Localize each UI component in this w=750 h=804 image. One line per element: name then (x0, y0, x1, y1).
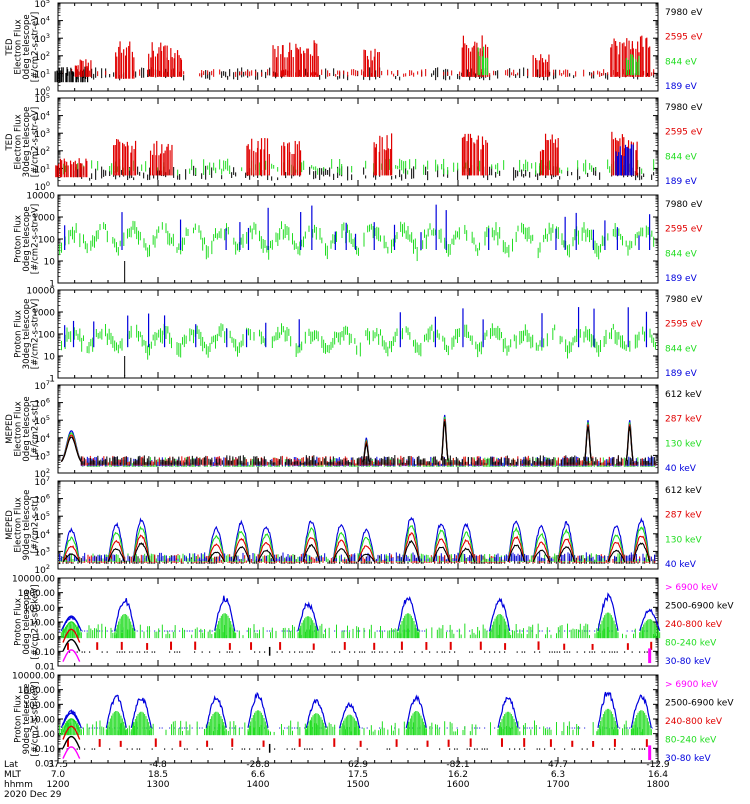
legend-entry: 2595 eV (665, 33, 703, 43)
y-tick-label: 107 (34, 379, 50, 392)
y-tick-label: 10 (44, 258, 56, 268)
legend-entry: 2595 eV (665, 128, 703, 138)
panel-frame (58, 3, 658, 91)
y-axis-title-line: [#/cm2-s-str-eV] (31, 204, 41, 274)
legend-entry: 7980 eV (665, 103, 703, 113)
legend-entry: 40 keV (665, 560, 697, 570)
legend-entry: 30-80 keV (665, 657, 711, 667)
y-axis-title-line: [#/cm2-s-str-eV] (31, 299, 41, 369)
legend-entry: 189 eV (665, 82, 698, 92)
legend-entry: > 6900 keV (665, 583, 719, 593)
panel-meped-proton-0: 0.010.101.0010.00100.001000.0010000.00Pr… (12, 575, 734, 673)
y-tick-label: 10000 (26, 287, 55, 297)
legend-entry: 844 eV (665, 57, 698, 67)
legend-entry: 80-240 keV (665, 639, 717, 649)
legend-entry: 844 eV (665, 344, 698, 354)
legend-entry: 40 keV (665, 464, 697, 474)
legend-entry: 189 eV (665, 177, 698, 187)
legend-entry: 130 keV (665, 535, 702, 545)
panel-frame (58, 385, 658, 473)
y-axis-title-line: [#/cm2-s-str] (31, 497, 41, 554)
legend-entry: 7980 eV (665, 8, 703, 18)
legend-entry: 240-800 keV (665, 620, 723, 630)
legend-entry: 2595 eV (665, 320, 703, 330)
legend-entry: 844 eV (665, 152, 698, 162)
y-axis-title-line: [#/cm2-s-str-eV] (31, 107, 41, 177)
legend-entry: 612 keV (665, 486, 702, 496)
legend-entry: 7980 eV (665, 295, 703, 305)
legend-entry: 189 eV (665, 369, 698, 379)
y-axis-title-line: [#/cm2-s-str-keV] (31, 585, 41, 660)
panel-frame (58, 195, 658, 283)
y-tick-label: 10 (44, 353, 56, 363)
legend-entry: 7980 eV (665, 200, 703, 210)
legend-entry: 287 keV (665, 511, 702, 521)
legend-entry: 844 eV (665, 249, 698, 259)
y-tick-label: 105 (34, 0, 50, 10)
y-tick-label: 1 (49, 375, 55, 385)
legend-entry: 189 eV (665, 274, 698, 284)
y-axis-title-line: [#/cm2-s-str] (31, 401, 41, 458)
legend-entry: 612 keV (665, 390, 702, 400)
legend-entry: 130 keV (665, 439, 702, 449)
panel-frame (58, 578, 658, 666)
legend-entry: 2500-6900 keV (665, 602, 734, 612)
y-tick-label: 10000.00 (12, 575, 55, 585)
y-tick-label: 10000 (26, 192, 55, 202)
panel-frame (58, 290, 658, 378)
legend-entry: 2595 eV (665, 225, 703, 235)
legend-entry: 287 keV (665, 415, 702, 425)
y-axis-title-line: [#/cm2-s-str-eV] (31, 12, 41, 82)
